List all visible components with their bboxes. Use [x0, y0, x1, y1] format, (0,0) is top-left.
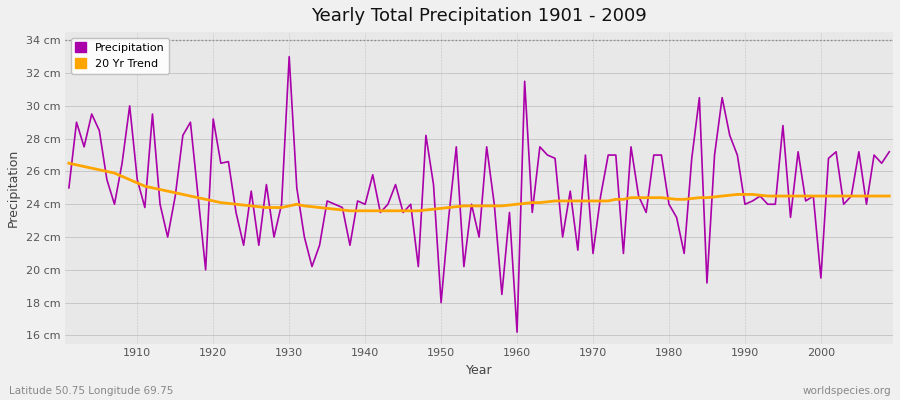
Precipitation	[124, 104, 135, 108]
20 Yr Trend	[519, 201, 530, 206]
Precipitation	[526, 210, 537, 215]
Title: Yearly Total Precipitation 1901 - 2009: Yearly Total Precipitation 1901 - 2009	[311, 7, 647, 25]
Precipitation	[519, 79, 530, 84]
Precipitation	[64, 186, 75, 190]
Precipitation	[299, 235, 310, 240]
Line: 20 Yr Trend: 20 Yr Trend	[69, 163, 889, 211]
Text: Latitude 50.75 Longitude 69.75: Latitude 50.75 Longitude 69.75	[9, 386, 174, 396]
20 Yr Trend	[512, 202, 523, 207]
20 Yr Trend	[337, 208, 347, 212]
Precipitation	[284, 54, 294, 59]
Precipitation	[618, 251, 629, 256]
Y-axis label: Precipitation: Precipitation	[7, 149, 20, 227]
20 Yr Trend	[64, 161, 75, 166]
X-axis label: Year: Year	[466, 364, 492, 377]
20 Yr Trend	[345, 208, 356, 213]
Legend: Precipitation, 20 Yr Trend: Precipitation, 20 Yr Trend	[71, 38, 169, 74]
20 Yr Trend	[124, 177, 135, 182]
20 Yr Trend	[292, 202, 302, 207]
Line: Precipitation: Precipitation	[69, 57, 889, 332]
Text: worldspecies.org: worldspecies.org	[803, 386, 891, 396]
20 Yr Trend	[610, 197, 621, 202]
20 Yr Trend	[884, 194, 895, 198]
Precipitation	[884, 149, 895, 154]
Precipitation	[512, 330, 523, 334]
Precipitation	[345, 243, 356, 248]
